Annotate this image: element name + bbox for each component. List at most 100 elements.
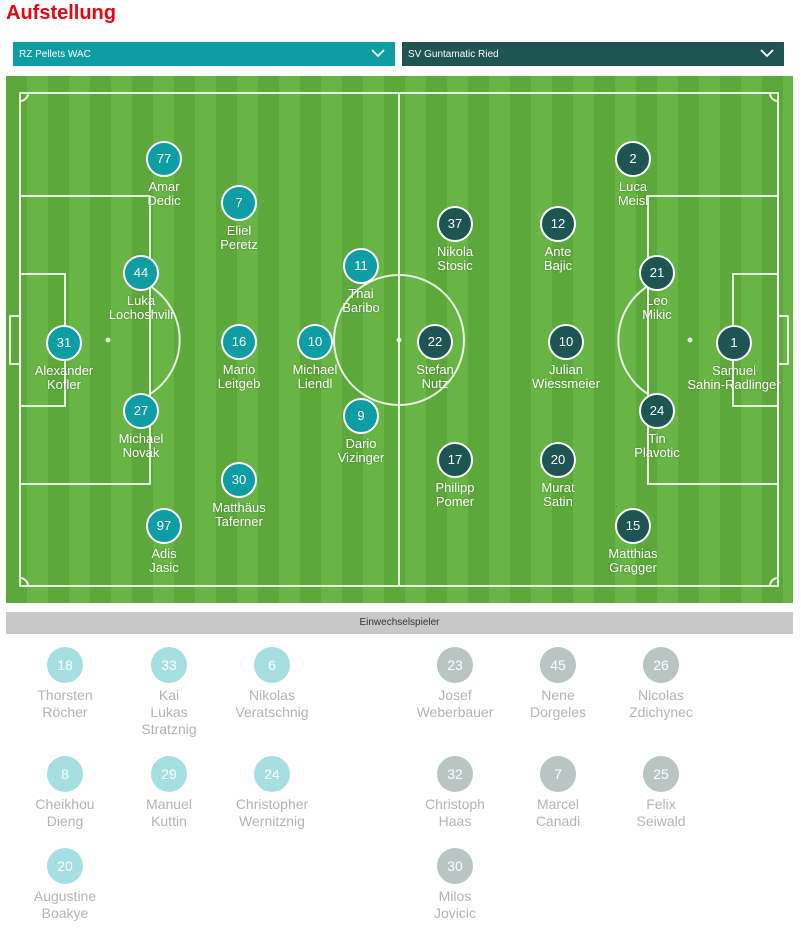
player-first-name: Eliel [226,223,252,238]
substitute-name-line: Wernitznig [239,813,305,829]
chevron-down-icon [760,49,774,58]
player-last-name: Satin [543,494,573,509]
player-number: 44 [123,255,159,291]
player-away[interactable]: 10 Julian Wiessmeier [511,324,621,391]
player-away[interactable]: 21 Leo Mikic [602,255,712,322]
player-first-name: Nikola [436,244,474,259]
player-last-name: Leitgeb [217,376,261,391]
substitute-name: Nikolas Veratschnig [217,687,327,721]
player-last-name: Jasic [149,560,179,575]
substitute-name-line: Veratschnig [235,704,309,720]
substitute-number: 23 [437,647,473,683]
substitute-home[interactable]: 24 Christopher Wernitznig [217,756,327,830]
player-home[interactable]: 31 Alexander Kofler [9,325,119,392]
player-last-name: Nutz [421,376,449,391]
player-away[interactable]: 24 Tin Plavotic [602,393,712,460]
player-away[interactable]: 1 Samuel Sahin-Radlinger [679,325,789,392]
substitute-home[interactable]: 33 Kai Lukas Stratznig [114,647,224,738]
substitute-home[interactable]: 20 Augustine Boakye [10,848,120,922]
player-away[interactable]: 15 Matthias Gragger [578,508,688,575]
substitute-away[interactable]: 23 Josef Weberbauer [400,647,510,721]
substitute-name: Manuel Kuttin [114,796,224,830]
player-away[interactable]: 2 Luca Meisl [578,141,688,208]
player-number: 31 [46,325,82,361]
player-name: Nikola Stosic [400,245,510,273]
home-team-select[interactable]: RZ Pellets WAC [13,42,395,66]
player-last-name: Taferner [215,514,263,529]
substitute-away[interactable]: 45 Nene Dorgeles [503,647,613,721]
player-away[interactable]: 17 Philipp Pomer [400,442,510,509]
player-name: Michael Liendl [260,363,370,391]
substitute-home[interactable]: 6 Nikolas Veratschnig [217,647,327,721]
player-first-name: Murat [541,480,575,495]
player-home[interactable]: 77 Amar Dedic [109,141,219,208]
player-home[interactable]: 11 Thai Baribo [306,248,416,315]
player-first-name: Matthäus [212,500,266,515]
player-first-name: Luka [126,293,156,308]
player-home[interactable]: 16 Mario Leitgeb [184,324,294,391]
substitute-name: Christoph Haas [400,796,510,830]
substitute-name-line: Milos [438,888,472,904]
player-first-name: Philipp [435,480,475,495]
player-away[interactable]: 12 Ante Bajic [503,206,613,273]
player-home[interactable]: 97 Adis Jasic [109,508,219,575]
substitute-number: 8 [47,756,83,792]
player-number: 27 [123,393,159,429]
player-home[interactable]: 7 Eliel Peretz [184,185,294,252]
substitute-away[interactable]: 32 Christoph Haas [400,756,510,830]
substitute-name-line: Thorsten [37,687,93,703]
player-home[interactable]: 44 Luka Lochoshvili [86,255,196,322]
player-first-name: Leo [646,293,668,308]
player-first-name: Stefan [416,362,454,377]
player-last-name: Plavotic [634,445,680,460]
substitute-name-line: Jovicic [433,905,476,921]
player-away[interactable]: 37 Nikola Stosic [400,206,510,273]
player-number: 9 [343,398,379,434]
substitute-home[interactable]: 29 Manuel Kuttin [114,756,224,830]
player-away[interactable]: 22 Stefan Nutz [380,324,490,391]
player-name: Samuel Sahin-Radlinger [679,364,789,392]
substitute-name-line: Canadi [535,813,581,829]
player-home[interactable]: 30 Matthäus Taferner [184,462,294,529]
substitute-name: Felix Seiwald [606,796,716,830]
substitute-name-line: Boakye [41,905,89,921]
player-home[interactable]: 9 Dario Vizinger [306,398,416,465]
substitute-name: Kai Lukas Stratznig [114,687,224,738]
player-name: Ante Bajic [503,245,613,273]
substitute-home[interactable]: 18 Thorsten Röcher [10,647,120,721]
player-name: Leo Mikic [602,294,712,322]
player-name: Dario Vizinger [306,437,416,465]
substitute-away[interactable]: 25 Felix Seiwald [606,756,716,830]
substitute-away[interactable]: 7 Marcel Canadi [503,756,613,830]
player-last-name: Dedic [147,193,181,208]
player-name: Murat Satin [503,481,613,509]
player-last-name: Pomer [435,494,475,509]
substitute-away[interactable]: 30 Milos Jovicic [400,848,510,922]
player-last-name: Baribo [342,300,380,315]
player-home[interactable]: 10 Michael Liendl [260,324,370,391]
away-team-select[interactable]: SV Guntamatic Ried [402,42,784,66]
substitute-name-line: Marcel [536,796,579,812]
substitute-home[interactable]: 8 Cheikhou Dieng [10,756,120,830]
player-name: Amar Dedic [109,180,219,208]
player-first-name: Matthias [608,546,658,561]
player-name: Michael Novak [86,432,196,460]
page-title: Aufstellung [6,2,116,24]
player-last-name: Lochoshvili [108,307,174,322]
player-name: Matthias Gragger [578,547,688,575]
player-home[interactable]: 27 Michael Novak [86,393,196,460]
player-name: Eliel Peretz [184,224,294,252]
player-name: Thai Baribo [306,287,416,315]
player-last-name: Kofler [47,377,81,392]
substitute-name-line: Weberbauer [416,704,494,720]
substitute-name: Nicolas Zdichynec [606,687,716,721]
player-last-name: Bajic [543,258,573,273]
substitute-away[interactable]: 26 Nicolas Zdichynec [606,647,716,721]
player-away[interactable]: 20 Murat Satin [503,442,613,509]
player-name: Mario Leitgeb [184,363,294,391]
player-name: Luka Lochoshvili [86,294,196,322]
player-number: 21 [639,255,675,291]
player-number: 11 [343,248,379,284]
player-number: 77 [146,141,182,177]
player-name: Luca Meisl [578,180,688,208]
